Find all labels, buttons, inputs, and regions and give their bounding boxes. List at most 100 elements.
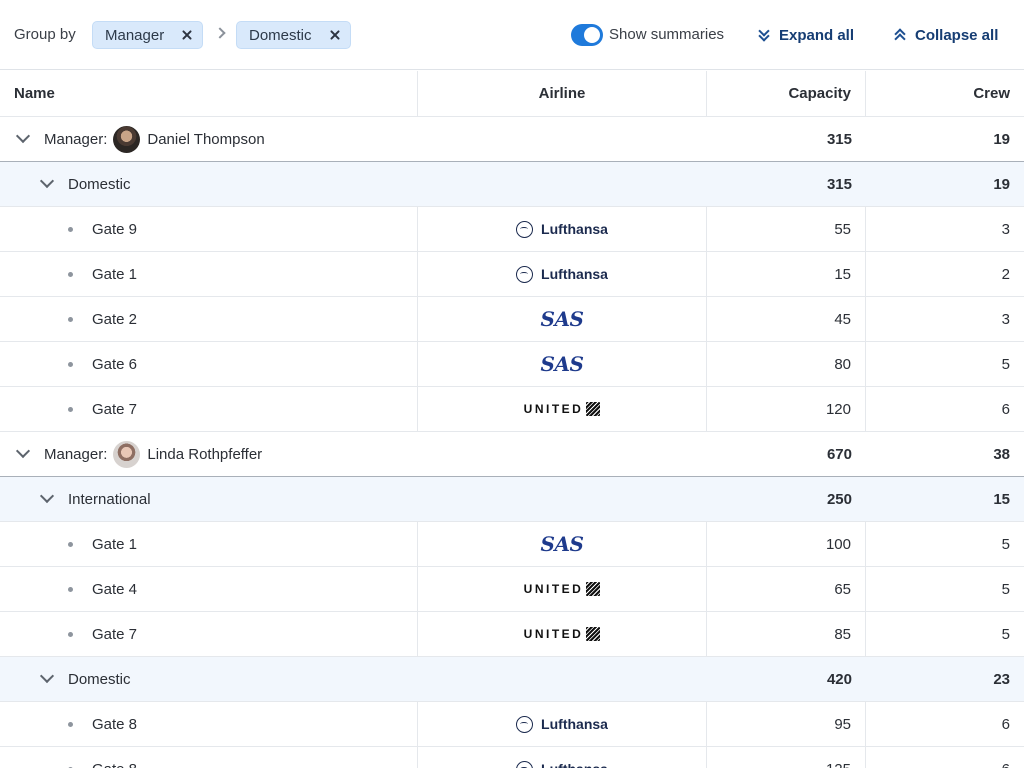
gate-name: Gate 4 bbox=[92, 580, 138, 598]
column-header-name[interactable]: Name bbox=[0, 71, 418, 116]
crane-icon bbox=[516, 715, 534, 733]
table-row[interactable]: Gate 7 UNITED 120 6 bbox=[0, 387, 1024, 432]
gate-name: Gate 2 bbox=[92, 310, 138, 328]
airline-cell bbox=[418, 432, 707, 476]
column-header-airline[interactable]: Airline bbox=[418, 71, 707, 116]
category-group-row[interactable]: International 250 15 bbox=[0, 477, 1024, 522]
name-cell: Gate 7 bbox=[0, 612, 418, 656]
name-cell: Gate 1 bbox=[0, 252, 418, 296]
crew-cell: 5 bbox=[1001, 535, 1010, 553]
chevron-down-icon[interactable] bbox=[39, 488, 55, 504]
airline-cell bbox=[418, 477, 707, 521]
bullet-icon bbox=[68, 541, 73, 547]
airline-cell bbox=[418, 117, 707, 161]
avatar bbox=[113, 125, 141, 153]
airline-cell: SAS bbox=[418, 342, 707, 386]
sas-logo: SAS bbox=[540, 307, 584, 331]
name-cell: Gate 7 bbox=[0, 387, 418, 431]
globe-icon bbox=[586, 582, 601, 596]
group-by-label: Group by bbox=[14, 26, 76, 43]
crew-cell: 6 bbox=[866, 747, 1024, 768]
table-row[interactable]: Gate 1 SAS 100 5 bbox=[0, 522, 1024, 567]
avatar bbox=[113, 440, 141, 468]
gate-name: Gate 8 bbox=[92, 761, 137, 768]
gate-name: Gate 7 bbox=[92, 625, 138, 643]
table-row[interactable]: Gate 9 Lufthansa 55 3 bbox=[0, 207, 1024, 252]
capacity-cell: 80 bbox=[707, 342, 866, 386]
chevron-down-icon[interactable] bbox=[39, 668, 55, 684]
column-header-capacity[interactable]: Capacity bbox=[707, 71, 866, 116]
capacity-cell: 250 bbox=[826, 490, 852, 508]
group-chip-domestic[interactable]: Domestic bbox=[236, 21, 351, 49]
crew-cell: 6 bbox=[1001, 715, 1010, 733]
sas-logo: SAS bbox=[540, 532, 584, 556]
table-row[interactable]: Gate 8 Lufthansa 95 6 bbox=[0, 702, 1024, 747]
table-row[interactable]: Gate 4 UNITED 65 5 bbox=[0, 567, 1024, 612]
manager-name: Daniel Thompson bbox=[147, 130, 265, 148]
name-cell: Gate 8 bbox=[0, 747, 418, 768]
united-logo: UNITED bbox=[524, 627, 601, 641]
capacity-cell: 45 bbox=[707, 297, 866, 341]
crew-cell: 23 bbox=[993, 670, 1010, 688]
airline-name: Lufthansa bbox=[541, 761, 608, 768]
chevron-down-icon[interactable] bbox=[15, 128, 31, 144]
name-cell: Gate 8 bbox=[0, 702, 418, 746]
crew-cell: 15 bbox=[993, 490, 1010, 508]
table-row[interactable]: Gate 6 SAS 80 5 bbox=[0, 342, 1024, 387]
crew-cell: 2 bbox=[1001, 265, 1010, 283]
crew-cell: 19 bbox=[993, 130, 1010, 148]
airline-name: UNITED bbox=[523, 582, 584, 596]
globe-icon bbox=[586, 627, 601, 641]
globe-icon bbox=[586, 402, 601, 416]
group-chip-manager[interactable]: Manager bbox=[92, 21, 204, 49]
close-icon[interactable] bbox=[330, 30, 340, 40]
double-chevron-up-icon bbox=[894, 28, 906, 45]
chevron-down-icon[interactable] bbox=[39, 173, 55, 189]
grid-body: Manager: Daniel Thompson 315 19 Domestic 315 1… bbox=[0, 117, 1024, 768]
bullet-icon bbox=[68, 226, 73, 232]
capacity-cell: 315 bbox=[826, 130, 852, 148]
table-row[interactable]: Gate 1 Lufthansa 15 2 bbox=[0, 252, 1024, 297]
manager-group-row[interactable]: Manager: Daniel Thompson 315 19 bbox=[0, 117, 1024, 162]
name-cell: Manager: Linda Rothpfeffer bbox=[0, 432, 418, 476]
crew-cell: 5 bbox=[1001, 355, 1010, 373]
table-row[interactable]: Gate 8 Lufthansa 1256 bbox=[0, 747, 1024, 768]
capacity-cell: 85 bbox=[707, 612, 866, 656]
category-group-row[interactable]: Domestic 420 23 bbox=[0, 657, 1024, 702]
bullet-icon bbox=[68, 316, 73, 322]
grouping-toolbar: Group by Manager Domestic Show summaries… bbox=[0, 0, 1024, 70]
capacity-cell: 65 bbox=[707, 567, 866, 611]
capacity-cell: 420 bbox=[826, 670, 852, 688]
capacity-cell: 120 bbox=[707, 387, 866, 431]
group-prefix: Manager: bbox=[44, 445, 108, 463]
gate-name: Gate 1 bbox=[92, 535, 138, 553]
crew-cell: 38 bbox=[993, 445, 1010, 463]
airline-cell: Lufthansa bbox=[418, 702, 707, 746]
manager-group-row[interactable]: Manager: Linda Rothpfeffer 670 38 bbox=[0, 432, 1024, 477]
airline-name: Lufthansa bbox=[541, 716, 608, 732]
show-summaries-label: Show summaries bbox=[609, 26, 725, 43]
collapse-all-button[interactable]: Collapse all bbox=[894, 20, 998, 50]
airline-cell: Lufthansa bbox=[418, 252, 707, 296]
manager-name: Linda Rothpfeffer bbox=[147, 445, 263, 463]
airline-name: UNITED bbox=[523, 627, 584, 641]
category-group-row[interactable]: Domestic 315 19 bbox=[0, 162, 1024, 207]
table-row[interactable]: Gate 2 SAS 45 3 bbox=[0, 297, 1024, 342]
column-header-crew[interactable]: Crew bbox=[973, 85, 1010, 102]
expand-all-button[interactable]: Expand all bbox=[758, 20, 854, 50]
bullet-icon bbox=[68, 766, 73, 768]
capacity-cell: 670 bbox=[826, 445, 852, 463]
table-row[interactable]: Gate 7 UNITED 85 5 bbox=[0, 612, 1024, 657]
capacity-cell: 15 bbox=[707, 252, 866, 296]
show-summaries-toggle[interactable] bbox=[571, 24, 603, 46]
airline-name: Lufthansa bbox=[541, 266, 608, 282]
close-icon[interactable] bbox=[182, 30, 192, 40]
airline-cell: SAS bbox=[418, 297, 707, 341]
collapse-all-label: Collapse all bbox=[915, 26, 999, 44]
airline-name: Lufthansa bbox=[541, 221, 608, 237]
gate-name: Gate 7 bbox=[92, 400, 138, 418]
chevron-down-icon[interactable] bbox=[15, 443, 31, 459]
crew-cell: 6 bbox=[1001, 400, 1010, 418]
lufthansa-logo: Lufthansa bbox=[516, 760, 608, 768]
name-cell: Manager: Daniel Thompson bbox=[0, 117, 418, 161]
